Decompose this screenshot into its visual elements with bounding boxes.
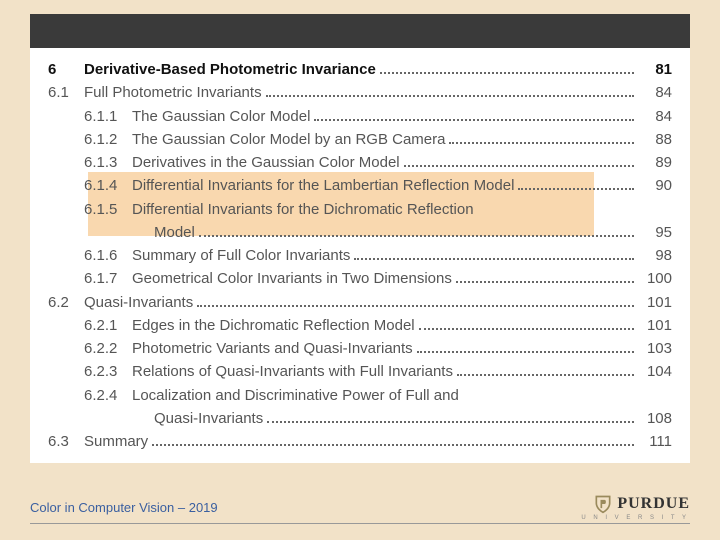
toc-num: 6.1.3 [84,151,132,174]
logo-name: PURDUE [617,496,690,512]
toc-page: 90 [638,174,672,197]
toc-title: Summary [84,430,148,453]
toc-page: 104 [638,360,672,383]
toc-num: 6.1 [48,81,84,104]
toc-entry: 6.2 Quasi-Invariants 101 [48,291,672,314]
toc-page: 98 [638,244,672,267]
toc-title: Quasi-Invariants [84,291,193,314]
toc-entry: 6 Derivative-Based Photometric Invarianc… [48,58,672,81]
toc-entry: 6.1.7 Geometrical Color Invariants in Tw… [48,267,672,290]
dot-leader [314,119,634,121]
toc-entry: 6.2.2 Photometric Variants and Quasi-Inv… [48,337,672,360]
dot-leader [457,374,634,376]
toc-page: 84 [638,81,672,104]
toc-page: 88 [638,128,672,151]
toc-page: 101 [638,314,672,337]
dot-leader [152,444,634,446]
toc-title: Summary of Full Color Invariants [132,244,350,267]
toc-page: 81 [638,58,672,81]
toc-num: 6.2.1 [84,314,132,337]
dot-leader [518,188,634,190]
toc-num: 6.3 [48,430,84,453]
shield-icon [593,494,613,514]
toc-num: 6.1.4 [84,174,132,197]
toc-page: 103 [638,337,672,360]
toc-num: 6.1.6 [84,244,132,267]
dot-leader [419,328,634,330]
toc-title: Edges in the Dichromatic Reflection Mode… [132,314,415,337]
toc-num: 6 [48,58,84,81]
dot-leader [449,142,634,144]
toc-page: 108 [638,407,672,430]
toc-num: 6.2 [48,291,84,314]
dot-leader [417,351,634,353]
toc-title: Geometrical Color Invariants in Two Dime… [132,267,452,290]
toc-title: Derivatives in the Gaussian Color Model [132,151,400,174]
toc-entry-wrap: Model 95 [48,221,672,244]
toc-num: 6.1.7 [84,267,132,290]
footer-text: Color in Computer Vision – 2019 [30,500,218,515]
toc-title: Differential Invariants for the Lamberti… [132,174,514,197]
dot-leader [354,258,634,260]
toc-title: Photometric Variants and Quasi-Invariant… [132,337,413,360]
toc-entry: 6.1.6 Summary of Full Color Invariants 9… [48,244,672,267]
toc-entry: 6.1.5 Differential Invariants for the Di… [48,198,672,221]
toc-num: 6.1.5 [84,198,132,221]
toc-page: 89 [638,151,672,174]
footer: Color in Computer Vision – 2019 PURDUE U… [30,494,690,524]
dot-leader [267,421,634,423]
toc-num: 6.1.1 [84,105,132,128]
toc-page: 84 [638,105,672,128]
toc-entry: 6.1.1 The Gaussian Color Model 84 [48,105,672,128]
toc-page: 100 [638,267,672,290]
toc-entry: 6.1 Full Photometric Invariants 84 [48,81,672,104]
toc-page: 101 [638,291,672,314]
dot-leader [199,235,634,237]
toc-title: Full Photometric Invariants [84,81,262,104]
toc-title: Differential Invariants for the Dichroma… [132,198,474,221]
toc-num: 6.1.2 [84,128,132,151]
toc-entry: 6.1.2 The Gaussian Color Model by an RGB… [48,128,672,151]
logo-subtitle: U N I V E R S I T Y [581,515,689,521]
toc-entry: 6.2.4 Localization and Discriminative Po… [48,384,672,407]
header-bar [30,14,690,48]
toc-num: 6.2.2 [84,337,132,360]
toc-container: 6 Derivative-Based Photometric Invarianc… [30,48,690,463]
toc-entry: 6.2.3 Relations of Quasi-Invariants with… [48,360,672,383]
toc-entry: 6.2.1 Edges in the Dichromatic Reflectio… [48,314,672,337]
toc-title: Derivative-Based Photometric Invariance [84,58,376,81]
purdue-logo: PURDUE U N I V E R S I T Y [581,494,690,521]
toc-entry: 6.1.3 Derivatives in the Gaussian Color … [48,151,672,174]
toc-page: 111 [638,430,672,453]
toc-entry: 6.1.4 Differential Invariants for the La… [48,174,672,197]
logo-top: PURDUE [593,494,690,514]
dot-leader [266,95,634,97]
toc-page: 95 [638,221,672,244]
toc-title: Relations of Quasi-Invariants with Full … [132,360,453,383]
dot-leader [456,281,634,283]
dot-leader [380,72,634,74]
toc-num: 6.2.3 [84,360,132,383]
toc-entry-wrap: Quasi-Invariants 108 [48,407,672,430]
toc-title: The Gaussian Color Model by an RGB Camer… [132,128,445,151]
toc-title: Localization and Discriminative Power of… [132,384,459,407]
toc-title-wrap: Model [154,221,195,244]
toc-num: 6.2.4 [84,384,132,407]
dot-leader [404,165,634,167]
dot-leader [197,305,634,307]
toc-entry: 6.3 Summary 111 [48,430,672,453]
toc-title: The Gaussian Color Model [132,105,310,128]
toc-title-wrap: Quasi-Invariants [154,407,263,430]
